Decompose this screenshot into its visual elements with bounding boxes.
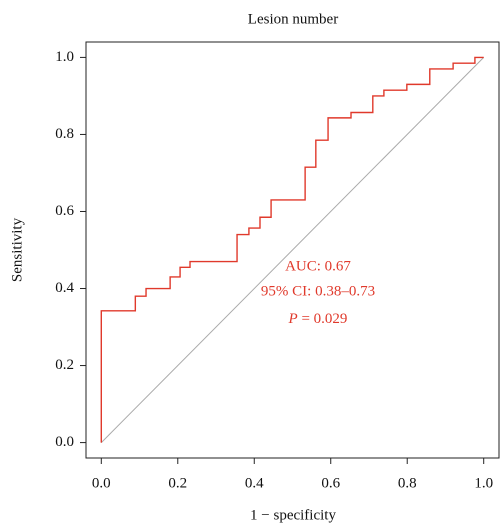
roc-curve [100, 56, 484, 443]
y-axis-title: Sensitivity [9, 217, 25, 282]
plot-frame [85, 41, 500, 459]
y-tick-label: 0.6 [55, 203, 74, 219]
x-tick-label: 0.0 [92, 475, 111, 491]
y-tick-label: 1.0 [55, 49, 74, 65]
x-tick-label: 0.4 [245, 475, 264, 491]
reference-line [100, 57, 485, 443]
y-tick-label: 0.8 [55, 126, 74, 142]
x-tick-label: 0.8 [398, 475, 417, 491]
annotation-part: P [288, 311, 298, 327]
annotation-part: = 0.029 [298, 311, 348, 327]
x-tick-label: 1.0 [474, 475, 493, 491]
annotation: 95% CI: 0.38–0.73 [261, 283, 375, 299]
x-tick-label: 0.6 [321, 475, 340, 491]
x-axis-title: 1 − specificity [250, 507, 336, 523]
y-tick-label: 0.0 [55, 434, 74, 450]
y-tick-label: 0.2 [55, 357, 74, 373]
annotation: AUC: 0.67 [285, 258, 351, 274]
annotation: P = 0.029 [288, 311, 348, 327]
chart-title: Lesion number [248, 11, 338, 27]
x-tick-label: 0.2 [168, 475, 187, 491]
y-tick-label: 0.4 [55, 280, 74, 296]
